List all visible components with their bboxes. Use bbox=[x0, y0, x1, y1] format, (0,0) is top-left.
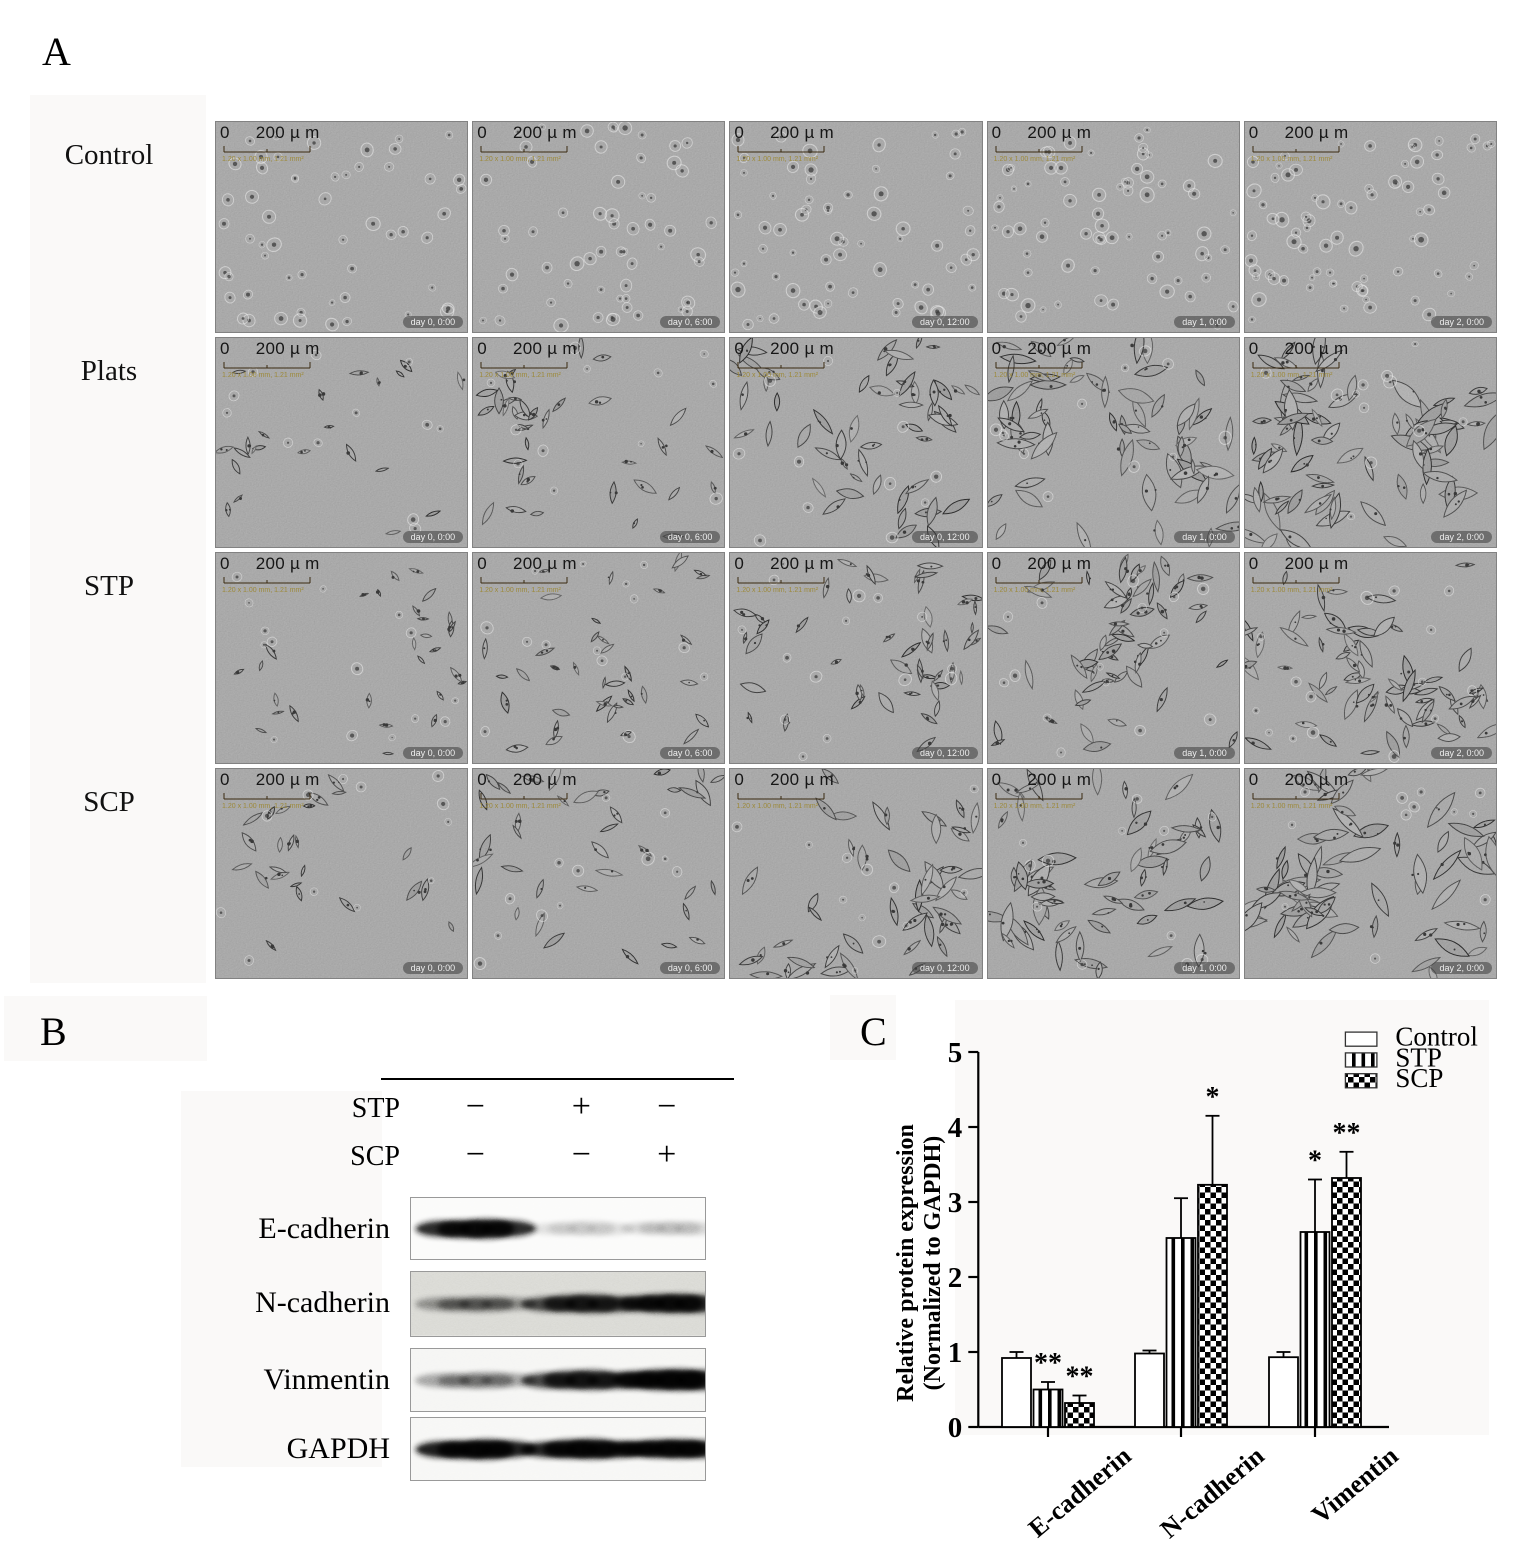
svg-text:**: ** bbox=[1333, 1118, 1361, 1149]
svg-text:*: * bbox=[1308, 1146, 1322, 1177]
svg-text:SCP: SCP bbox=[1395, 1063, 1443, 1093]
svg-text:2: 2 bbox=[948, 1262, 963, 1294]
svg-text:**: ** bbox=[1066, 1362, 1094, 1393]
svg-text:4: 4 bbox=[948, 1112, 963, 1144]
svg-text:**: ** bbox=[1034, 1348, 1062, 1379]
svg-text:1: 1 bbox=[948, 1337, 963, 1369]
svg-text:3: 3 bbox=[948, 1187, 963, 1219]
svg-text:0: 0 bbox=[948, 1412, 963, 1444]
svg-text:*: * bbox=[1206, 1082, 1220, 1113]
svg-text:5: 5 bbox=[948, 1037, 963, 1069]
